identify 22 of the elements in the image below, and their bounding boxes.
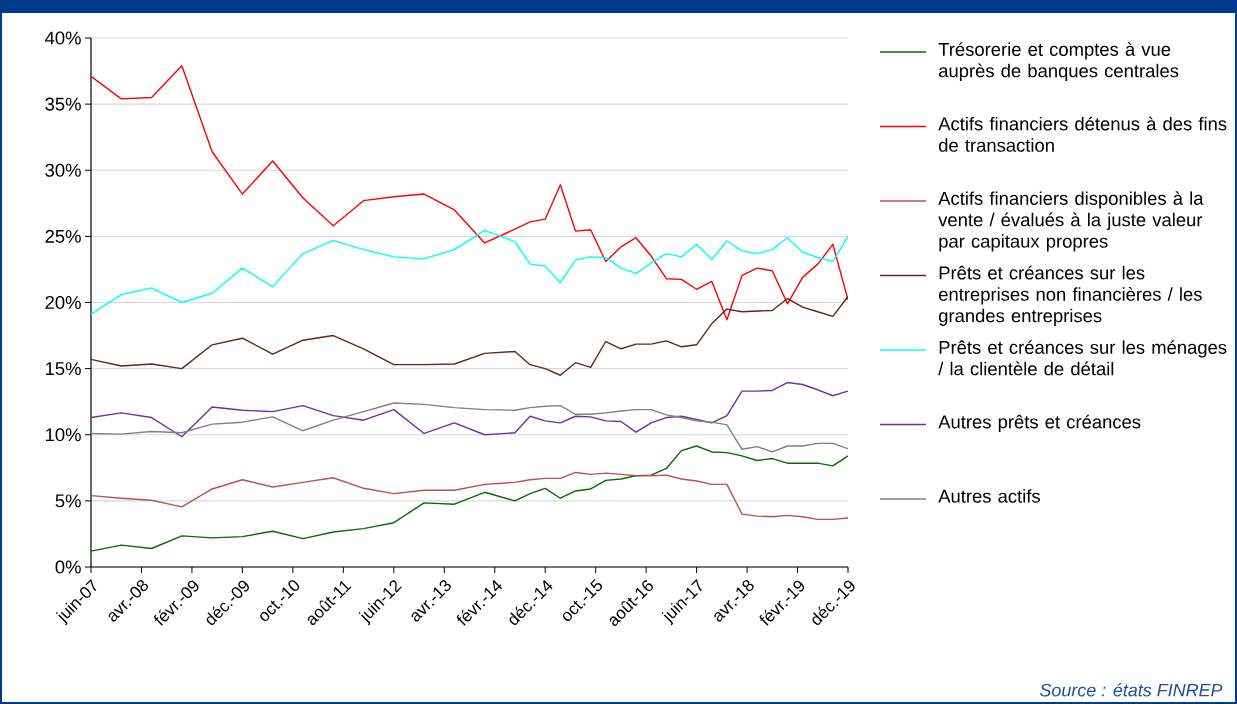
line-series [91, 65, 849, 321]
legend-label: Autres prêts et créances [938, 414, 1141, 433]
y-tick-label: 25% [45, 229, 81, 243]
legend-label: Trésorerie et comptes à vue auprès de banques centrales [938, 42, 1179, 82]
line-series [91, 471, 849, 521]
y-tick-label: 15% [46, 362, 81, 376]
legend-label: Actifs financiers détenus à des fins de transaction [938, 116, 1227, 152]
y-tick-label: 35% [45, 97, 81, 111]
line-series [91, 229, 849, 316]
line-series [91, 381, 849, 438]
y-tick-label: 20% [45, 295, 81, 310]
y-tick-label: 5% [55, 494, 81, 508]
source-note: Source : états FINREP [1039, 683, 1223, 697]
legend-label: Prêts et créances sur les ménages / la clientèle de détail [938, 340, 1227, 376]
legend-label: Actifs financiers disponibles à la vente / évalués à la juste valeur par capitaux propres [938, 191, 1204, 252]
y-tick-label: 10% [46, 428, 81, 442]
y-tick-label: 0% [55, 560, 81, 574]
line-series [91, 402, 849, 453]
y-tick-label: 40% [45, 31, 81, 45]
legend-label: Prêts et créances sur les entreprises non financières / les grandes entreprises [938, 265, 1202, 326]
y-tick-label: 30% [45, 163, 81, 177]
legend-label: Autres actifs [938, 489, 1040, 503]
